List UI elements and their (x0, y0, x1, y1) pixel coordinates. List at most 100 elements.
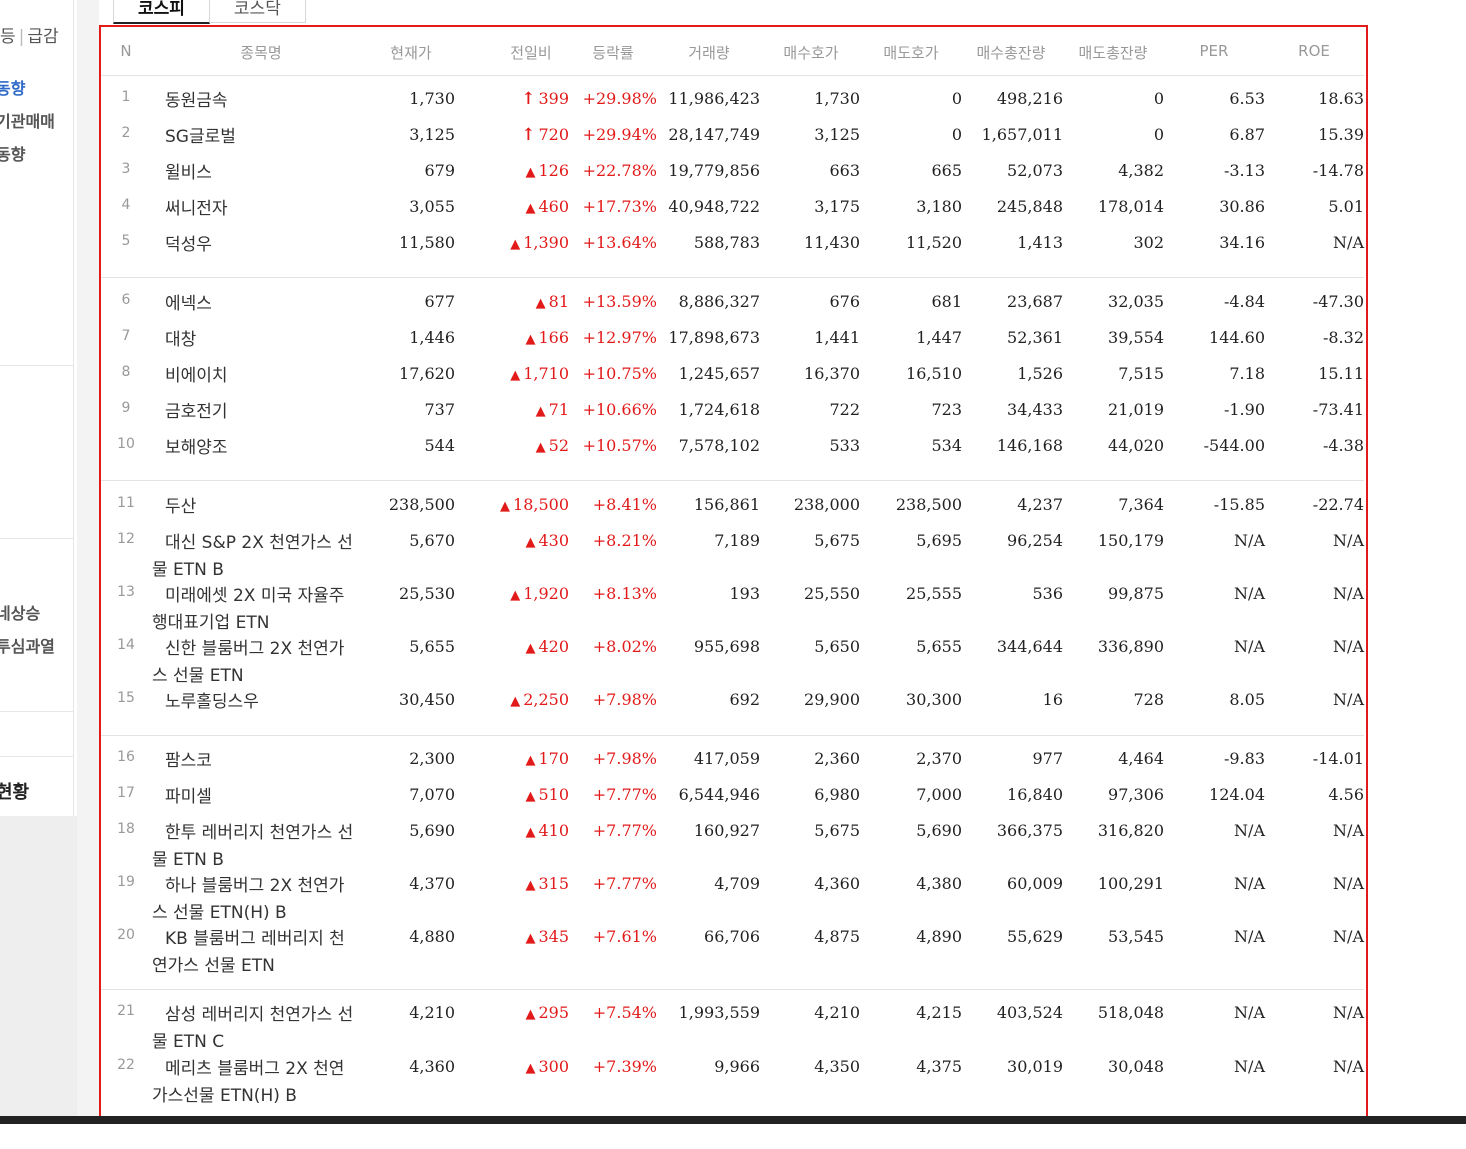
change-value: 81 (548, 292, 569, 311)
rate-cell: +8.21% (592, 531, 657, 550)
content-gutter (77, 0, 99, 1116)
up-triangle-icon: ▲ (525, 931, 536, 946)
stock-name-link[interactable]: 파미셀 (165, 787, 212, 807)
ask-total-cell: 21,019 (1108, 400, 1164, 419)
market-tabs: 코스피 코스닥 (113, 0, 306, 24)
bid-total-cell: 536 (1032, 584, 1063, 603)
tab-kosdaq[interactable]: 코스닥 (209, 0, 306, 23)
rate-cell: +7.98% (592, 690, 657, 709)
per-cell: -544.00 (1203, 436, 1265, 455)
stock-name-link[interactable]: 삼성 레버리지 천연가스 선물 ETN C (152, 1005, 354, 1052)
change-cell: ▲ 170 (525, 749, 569, 768)
stock-name-link[interactable]: 비에이치 (165, 366, 228, 386)
sidebar-item-trend[interactable]: 동향 (0, 79, 26, 98)
stock-name-link[interactable]: 덕성우 (165, 235, 212, 255)
stock-name-link[interactable]: 에넥스 (165, 294, 212, 314)
sidebar-item-overheat[interactable]: 투심과열 (0, 637, 55, 656)
bid-total-cell: 403,524 (996, 1003, 1063, 1022)
header-ask[interactable]: 매도호가 (883, 44, 939, 62)
table-header: N 종목명 현재가 전일비 등락률 거래량 매수호가 매도호가 매수총잔량 매도… (101, 27, 1364, 76)
stock-name-link[interactable]: KB 블룸버그 레버리지 천연가스 선물 ETN (152, 929, 345, 976)
sidebar-divider (0, 756, 73, 757)
tab-kospi[interactable]: 코스피 (113, 0, 210, 24)
stock-name-link[interactable]: 두산 (165, 497, 197, 517)
header-ask-total[interactable]: 매도총잔량 (1078, 44, 1148, 62)
change-cell: ▲ 420 (525, 637, 569, 656)
ask-total-cell: 53,545 (1108, 927, 1164, 946)
header-bid-total[interactable]: 매수총잔량 (976, 44, 1046, 62)
change-value: 399 (538, 89, 569, 108)
header-change[interactable]: 전일비 (510, 44, 552, 62)
volume-cell: 28,147,749 (668, 125, 760, 144)
volume-cell: 1,993,559 (678, 1003, 760, 1022)
stock-name-link[interactable]: 메리츠 블룸버그 2X 천연가스선물 ETN(H) B (152, 1059, 345, 1106)
up-triangle-icon: ▲ (525, 1061, 536, 1076)
change-cell: ▲ 410 (525, 821, 569, 840)
rate-cell: +17.73% (582, 197, 657, 216)
header-price[interactable]: 현재가 (390, 44, 432, 62)
stock-name-link[interactable]: 한투 레버리지 천연가스 선물 ETN B (152, 823, 354, 870)
header-volume[interactable]: 거래량 (688, 44, 730, 62)
row-number: 7 (121, 328, 131, 344)
ask-cell: 16,510 (906, 364, 962, 383)
stock-name-link[interactable]: 미래에셋 2X 미국 자율주행대표기업 ETN (152, 586, 345, 633)
sidebar-top-link-1[interactable]: 등 (0, 27, 16, 47)
stock-name-link[interactable]: 윌비스 (165, 163, 212, 183)
rate-cell: +7.54% (592, 1003, 657, 1022)
sidebar-item-trend-2[interactable]: 동향 (0, 145, 26, 164)
rate-cell: +8.13% (592, 584, 657, 603)
per-cell: 6.53 (1229, 89, 1265, 108)
rate-cell: +7.39% (592, 1057, 657, 1076)
up-triangle-icon: ▲ (525, 535, 536, 550)
volume-cell: 692 (729, 690, 760, 709)
sidebar-top-link-2[interactable]: 급감 (27, 27, 59, 47)
row-number: 16 (117, 749, 135, 765)
change-cell: ▲ 300 (525, 1057, 569, 1076)
sidebar-section-status[interactable]: 현황 (0, 782, 30, 803)
per-cell: N/A (1234, 637, 1265, 656)
header-bid[interactable]: 매수호가 (783, 44, 839, 62)
change-value: 52 (548, 436, 569, 455)
stock-name-link[interactable]: 대신 S&P 2X 천연가스 선물 ETN B (152, 533, 353, 580)
stock-name-link[interactable]: 신한 블룸버그 2X 천연가스 선물 ETN (152, 639, 345, 686)
stock-name-link[interactable]: 보해양조 (165, 438, 228, 458)
stock-name-link[interactable]: 동원금속 (165, 91, 228, 111)
ask-total-cell: 97,306 (1108, 785, 1164, 804)
rate-cell: +13.59% (582, 292, 657, 311)
up-triangle-icon: ▲ (525, 825, 536, 840)
stock-name-link[interactable]: SG글로벌 (165, 127, 236, 147)
bid-cell: 3,125 (814, 125, 860, 144)
header-per[interactable]: PER (1199, 42, 1229, 60)
stock-name-link[interactable]: 노루홀딩스우 (165, 692, 259, 712)
change-value: 126 (538, 161, 569, 180)
bid-cell: 4,360 (814, 874, 860, 893)
ask-total-cell: 99,875 (1108, 584, 1164, 603)
per-cell: -1.90 (1223, 400, 1265, 419)
ask-cell: 3,180 (916, 197, 962, 216)
sidebar-item-institution-trade[interactable]: 기관매매 (0, 112, 55, 131)
rate-cell: +8.41% (592, 495, 657, 514)
volume-cell: 9,966 (714, 1057, 760, 1076)
price-cell: 17,620 (399, 364, 455, 383)
rate-cell: +7.77% (592, 874, 657, 893)
bid-cell: 5,675 (814, 531, 860, 550)
bid-total-cell: 1,657,011 (981, 125, 1063, 144)
stock-name-link[interactable]: 대창 (165, 330, 197, 350)
row-number: 12 (117, 531, 135, 547)
stock-name-link[interactable]: 팜스코 (165, 751, 212, 771)
group-divider (101, 989, 1364, 990)
stock-name-link[interactable]: 하나 블룸버그 2X 천연가스 선물 ETN(H) B (152, 876, 345, 923)
bid-total-cell: 498,216 (996, 89, 1063, 108)
up-triangle-icon: ▲ (535, 296, 546, 311)
stock-name-link[interactable]: 써니전자 (165, 199, 228, 219)
header-roe[interactable]: ROE (1298, 42, 1330, 60)
header-no: N (120, 42, 132, 60)
bid-cell: 5,650 (814, 637, 860, 656)
rate-cell: +10.66% (582, 400, 657, 419)
header-rate[interactable]: 등락률 (592, 44, 634, 62)
stock-name-link[interactable]: 금호전기 (165, 402, 228, 422)
sidebar-top-links: 등 | 급감 (0, 22, 59, 47)
sidebar-item-rise[interactable]: 네상승 (0, 604, 41, 623)
bid-cell: 5,675 (814, 821, 860, 840)
ask-total-cell: 44,020 (1108, 436, 1164, 455)
